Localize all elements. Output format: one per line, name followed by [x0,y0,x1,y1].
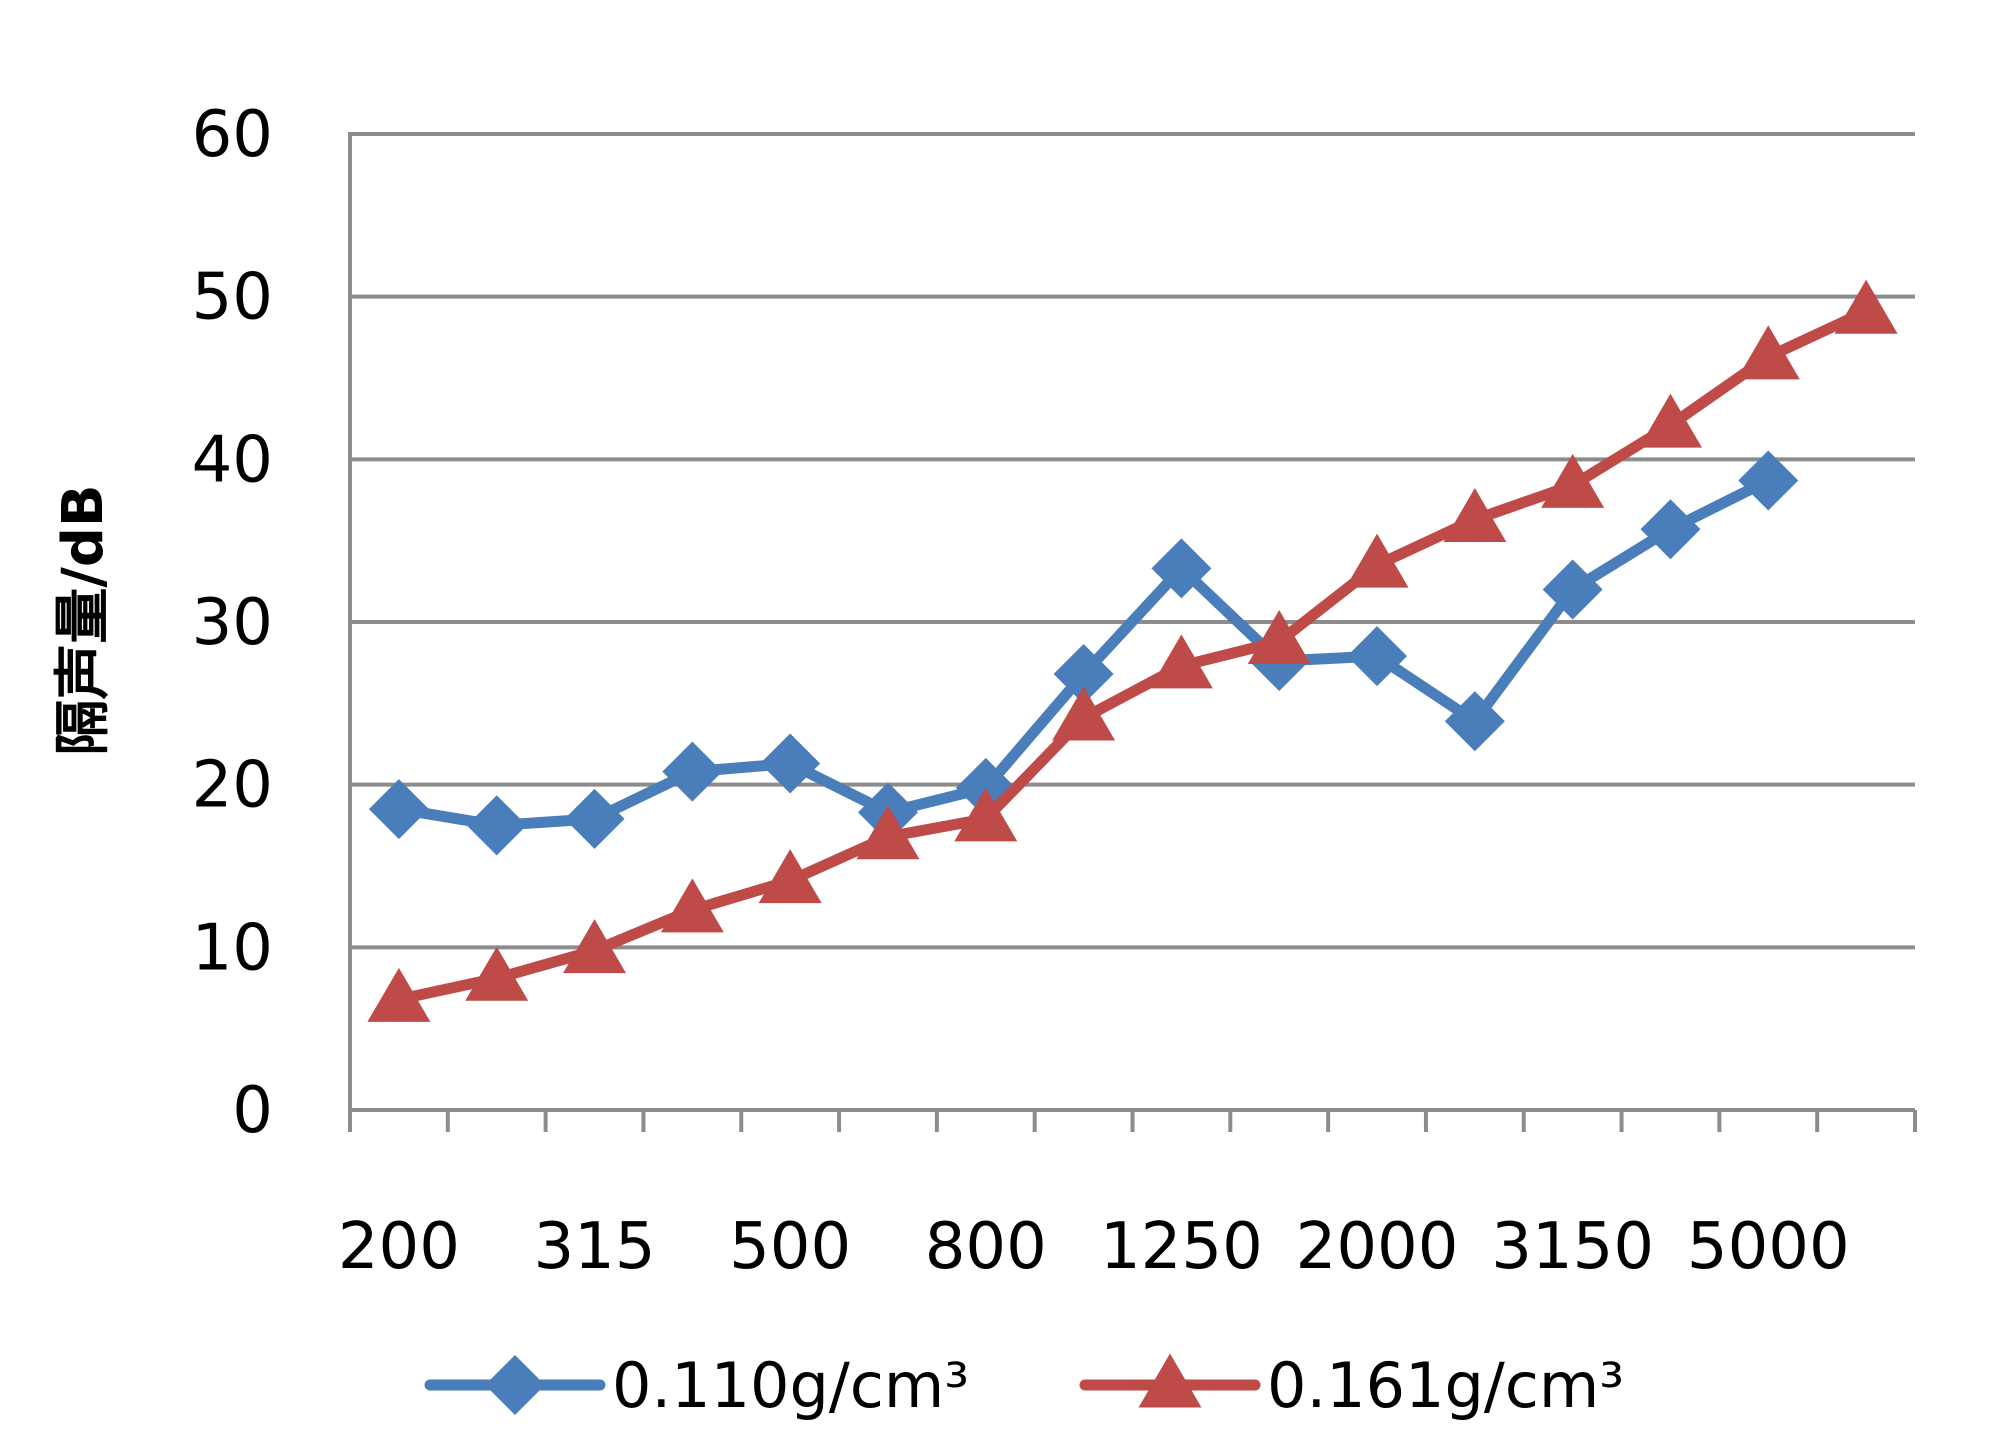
series-layer [367,279,1898,1022]
data-point [563,919,627,974]
y-tick-label: 60 [192,98,273,172]
legend-item: 0.110g/cm³ [424,1349,969,1422]
data-point [954,787,1018,842]
data-point [1640,499,1701,560]
legend: 0.110g/cm³ 0.161g/cm³ [424,1349,1624,1422]
data-point [1444,691,1505,752]
data-point [1149,634,1213,689]
data-point [1542,559,1603,620]
data-point [1151,538,1212,599]
legend-label: 0.161g/cm³ [1267,1349,1624,1422]
data-point [466,795,527,856]
legend-marker [485,1355,545,1415]
x-tick-label: 1250 [1100,1210,1263,1284]
legend-item: 0.161g/cm³ [1079,1349,1624,1422]
x-tick-label: 5000 [1687,1210,1850,1284]
x-tick-label: 3150 [1491,1210,1654,1284]
data-point [564,788,625,849]
y-tick-label: 0 [232,1074,273,1148]
data-point [1345,533,1409,588]
data-point [1834,279,1898,334]
data-point [367,967,431,1022]
y-tick-labels: 0 10 20 30 40 50 60 [192,98,273,1148]
data-point [1347,626,1408,687]
data-point [368,779,429,840]
series-1 [368,450,1799,856]
series-2 [367,279,1898,1022]
data-point [1638,393,1702,448]
data-point [465,946,529,1001]
data-point [760,733,821,794]
data-point [1247,610,1311,665]
data-point [662,741,723,802]
y-tick-label: 10 [192,911,273,985]
data-point [1443,488,1507,543]
x-tick-label: 2000 [1296,1210,1459,1284]
data-point [660,878,724,933]
x-tick-labels: 200 315 500 800 1250 2000 3150 5000 [338,1210,1850,1284]
data-point [1738,450,1799,511]
x-tick-label: 315 [533,1210,655,1284]
legend-marker [1138,1353,1202,1408]
y-tick-label: 50 [192,261,273,335]
y-tick-label: 40 [192,423,273,497]
y-axis-label: 隔声量/dB [51,484,116,755]
axes [348,132,1917,1132]
data-point [758,849,822,904]
series-line [393,305,1872,1005]
data-point [1541,453,1605,508]
y-tick-label: 30 [192,586,273,660]
data-point [856,805,920,860]
x-tick-label: 800 [925,1210,1047,1284]
data-point [1053,644,1114,705]
x-tick-label: 500 [729,1210,851,1284]
legend-label: 0.110g/cm³ [612,1349,969,1422]
x-tick-label: 200 [338,1210,460,1284]
y-tick-label: 20 [192,749,273,823]
data-point [1052,686,1116,741]
data-point [1736,325,1800,380]
